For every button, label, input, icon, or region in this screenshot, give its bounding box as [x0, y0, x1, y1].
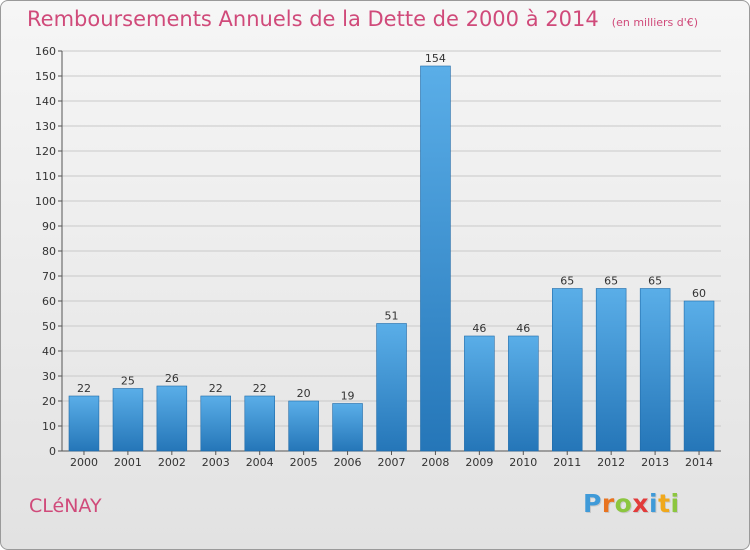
data-label: 154 [425, 52, 446, 65]
y-tick-label: 10 [42, 420, 56, 433]
bar [420, 65, 451, 452]
data-label: 25 [121, 375, 135, 388]
y-tick-label: 120 [35, 145, 56, 158]
bar [464, 335, 495, 452]
title-row: Remboursements Annuels de la Dette de 20… [27, 7, 698, 31]
y-tick-label: 30 [42, 370, 56, 383]
x-tick-label: 2009 [465, 456, 493, 469]
y-tick-label: 60 [42, 295, 56, 308]
bar [200, 395, 232, 452]
logo-letter: i [670, 489, 680, 518]
data-label: 22 [253, 382, 267, 395]
data-label: 65 [604, 275, 618, 288]
logo-letter: r [601, 489, 615, 518]
data-label: 22 [209, 382, 223, 395]
y-tick-label: 70 [42, 270, 56, 283]
x-tick-label: 2010 [509, 456, 537, 469]
bar [551, 288, 583, 452]
x-tick-label: 2011 [553, 456, 581, 469]
x-tick-label: 2000 [70, 456, 98, 469]
bar [68, 395, 100, 452]
bar [508, 335, 539, 452]
x-tick-label: 2001 [114, 456, 142, 469]
logo-letter: o [614, 489, 633, 518]
data-label: 65 [648, 275, 662, 288]
bar [639, 288, 671, 452]
y-tick-label: 50 [42, 320, 56, 333]
x-tick-label: 2002 [158, 456, 186, 469]
y-tick-label: 0 [49, 445, 56, 458]
y-tick-label: 80 [42, 245, 56, 258]
chart-title: Remboursements Annuels de la Dette de 20… [27, 7, 599, 31]
x-tick-label: 2014 [685, 456, 713, 469]
x-tick-label: 2012 [597, 456, 625, 469]
y-tick-label: 20 [42, 395, 56, 408]
x-tick-label: 2003 [202, 456, 230, 469]
bar [156, 385, 188, 452]
data-label: 26 [165, 372, 179, 385]
y-tick-label: 110 [35, 170, 56, 183]
data-label: 60 [692, 287, 706, 300]
x-tick-label: 2004 [246, 456, 274, 469]
y-tick-label: 140 [35, 95, 56, 108]
y-tick-label: 90 [42, 220, 56, 233]
x-tick-label: 2007 [378, 456, 406, 469]
data-label: 22 [77, 382, 91, 395]
logo-letter: P [583, 489, 602, 518]
y-tick-label: 130 [35, 120, 56, 133]
y-tick-label: 160 [35, 45, 56, 58]
bar [288, 400, 319, 452]
bar [332, 403, 363, 452]
data-label: 65 [560, 275, 574, 288]
bar [683, 300, 715, 452]
bar [595, 288, 627, 452]
bar [112, 388, 144, 452]
y-tick-label: 100 [35, 195, 56, 208]
commune-name: CLéNAY [29, 495, 102, 517]
data-label: 51 [385, 310, 399, 323]
logo-letter: t [658, 489, 671, 518]
chart-subtitle: (en milliers d'€) [611, 16, 699, 29]
data-label: 19 [341, 390, 355, 403]
logo-letter: x [632, 489, 649, 518]
bar [244, 395, 276, 452]
proxiti-logo: Proxiti [583, 489, 680, 518]
x-tick-label: 2013 [641, 456, 669, 469]
x-tick-label: 2006 [334, 456, 362, 469]
y-tick-label: 40 [42, 345, 56, 358]
data-label: 20 [297, 387, 311, 400]
data-label: 46 [472, 322, 486, 335]
x-tick-label: 2005 [290, 456, 318, 469]
x-tick-label: 2008 [421, 456, 449, 469]
y-tick-label: 150 [35, 70, 56, 83]
data-label: 46 [516, 322, 530, 335]
bar [376, 323, 407, 452]
logo-letter: i [649, 489, 659, 518]
